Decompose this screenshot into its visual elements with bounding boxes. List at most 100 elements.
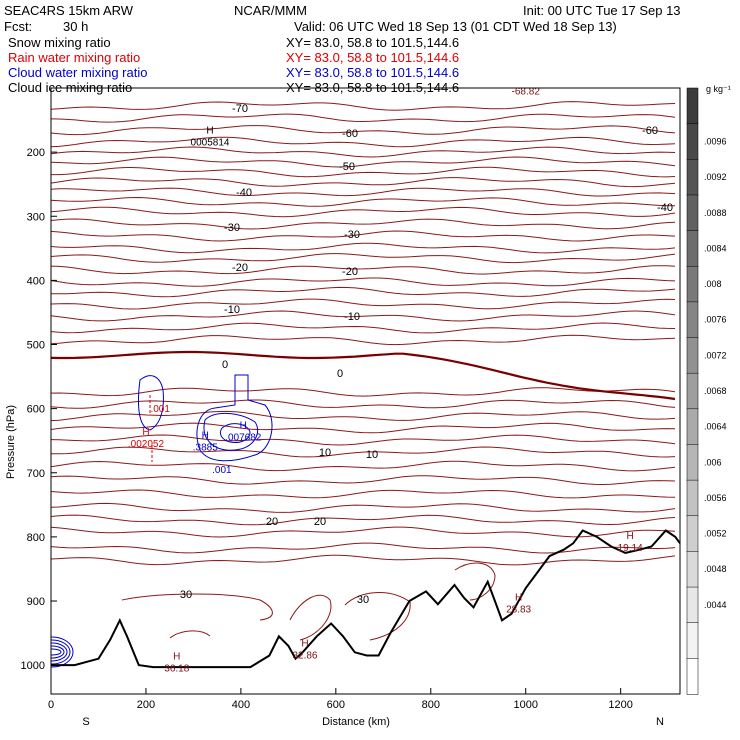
cloud-water-contour: [219, 423, 251, 443]
cloud-water-contour: [196, 374, 273, 462]
legend-label: Cloud water mixing ratio: [8, 65, 147, 80]
colorbar-segment: [686, 586, 699, 624]
x-tick-label: 1000: [513, 699, 537, 711]
isotherm-line: [51, 166, 676, 178]
colorbar: g kg⁻¹ .0096 .0092 .0088 .0084 .008 .0076 .007…: [686, 84, 731, 695]
endpoint-left: S: [82, 716, 89, 728]
colorbar-segment: [686, 194, 699, 232]
isotherm-label: -70: [232, 103, 248, 115]
y-tick-label: 700: [27, 468, 45, 480]
extremum-marker: H: [142, 427, 149, 438]
extrema-labels: H0005814-68.82H.002052.001H.3885H.007682…: [128, 86, 643, 674]
isotherm-label: 20: [266, 516, 278, 528]
isotherm-line: [51, 136, 676, 148]
isotherm-label: -60: [342, 128, 358, 140]
extremum-value: .001: [150, 404, 170, 415]
extremum-value: 32.86: [292, 651, 317, 662]
isotherm-line: [51, 410, 676, 422]
extremum-marker: H: [515, 593, 522, 604]
isotherm-line: [51, 218, 676, 230]
extremum-value: -68.82: [512, 86, 541, 97]
colorbar-segment: [686, 444, 699, 481]
y-tick-label: 500: [27, 340, 45, 352]
isotherm-label: 20: [314, 516, 326, 528]
isotherm-line: [121, 593, 273, 621]
colorbar-tick: .0068: [704, 386, 727, 396]
extremum-value: 19.14: [618, 543, 643, 554]
isotherm-line: [51, 489, 676, 499]
cloud-water-contour: [51, 639, 71, 665]
isotherm-line: [51, 187, 676, 197]
model-title: SEAC4RS 15km ARW: [4, 3, 134, 18]
colorbar-tick: .0092: [704, 172, 727, 182]
extremum-value: .002052: [128, 439, 165, 450]
isotherm-line: [289, 594, 332, 641]
isotherm-label: 30: [357, 594, 369, 606]
endpoint-right: N: [656, 716, 664, 728]
isotherm-line: [51, 298, 676, 310]
isotherm-label: -60: [642, 125, 658, 137]
legend-xy: XY= 83.0, 58.8 to 101.5,144.6: [286, 65, 459, 80]
extremum-marker: H: [206, 126, 213, 137]
colorbar-tick: .0064: [704, 422, 727, 432]
legend: Snow mixing ratio XY= 83.0, 58.8 to 101.…: [8, 35, 459, 95]
isotherm-line: [51, 265, 676, 275]
x-axis: 0 200 400 600 800 1000 1200: [48, 688, 633, 711]
colorbar-tick: .0056: [704, 493, 727, 503]
contour-labels: -70 -60 -60 -50 -40 -40 -30 -30 -20 -20 -10 -10 0 0 10…: [180, 103, 673, 606]
isotherm-label: 0: [337, 368, 343, 380]
isotherm-line: [51, 460, 676, 472]
colorbar-tick: .0044: [704, 600, 727, 610]
x-tick-label: 1200: [608, 699, 632, 711]
isotherm-label: 10: [319, 447, 331, 459]
x-tick-label: 400: [232, 699, 250, 711]
colorbar-tick: .0096: [704, 136, 727, 146]
isotherm-label: -30: [344, 229, 360, 241]
isotherm-contours: [51, 101, 676, 641]
cloud-water-contour: [137, 375, 164, 431]
colorbar-segment: [686, 551, 699, 588]
isotherm-label: -50: [339, 161, 355, 173]
colorbar-tick: .008: [704, 279, 722, 289]
y-tick-label: 300: [27, 211, 45, 223]
cloud-water-contour: [51, 648, 62, 656]
x-tick-label: 600: [327, 699, 345, 711]
colorbar-tick: .0084: [704, 243, 727, 253]
isotherm-line: [51, 242, 676, 254]
x-tick-label: 0: [48, 699, 54, 711]
y-axis-label: Pressure (hPa): [5, 405, 17, 479]
isotherm-line: [51, 334, 676, 346]
org-label: NCAR/MMM: [234, 3, 307, 18]
legend-label: Rain water mixing ratio: [8, 50, 140, 65]
isotherm-label: -40: [236, 187, 252, 199]
isotherm-line: [51, 526, 676, 538]
colorbar-segment: [686, 337, 699, 374]
colorbar-segment: [686, 515, 699, 553]
cloud-water-contour: [203, 413, 259, 451]
isotherm-label: -10: [224, 304, 240, 316]
extremum-marker: H: [202, 430, 209, 441]
cloud-water-contour: [51, 636, 74, 668]
isotherm-line: [51, 514, 676, 526]
isotherm-label: 0: [222, 359, 228, 371]
colorbar-tick: .0072: [704, 350, 727, 360]
isotherm-label: -40: [657, 202, 673, 214]
extremum-value: .3885: [193, 442, 218, 453]
isotherm-line: [51, 196, 675, 207]
isotherm-label: -10: [344, 311, 360, 323]
isotherm-label: -20: [342, 266, 358, 278]
isotherm-line: [51, 206, 676, 218]
isotherm-line: [51, 125, 676, 136]
terrain-line: [51, 529, 681, 669]
colorbar-segment: [686, 658, 699, 695]
valid-time: Valid: 06 UTC Wed 18 Sep 13 (01 CDT Wed …: [294, 19, 617, 34]
colorbar-segment: [686, 123, 699, 161]
isotherm-line: [51, 434, 676, 446]
colorbar-tick: .0052: [704, 529, 727, 539]
cloud-water-contour: [51, 642, 68, 662]
isotherm-label: -20: [232, 262, 248, 274]
isotherm-line: [51, 310, 676, 322]
extremum-marker: H: [627, 531, 634, 542]
isotherm-line: [51, 146, 676, 158]
